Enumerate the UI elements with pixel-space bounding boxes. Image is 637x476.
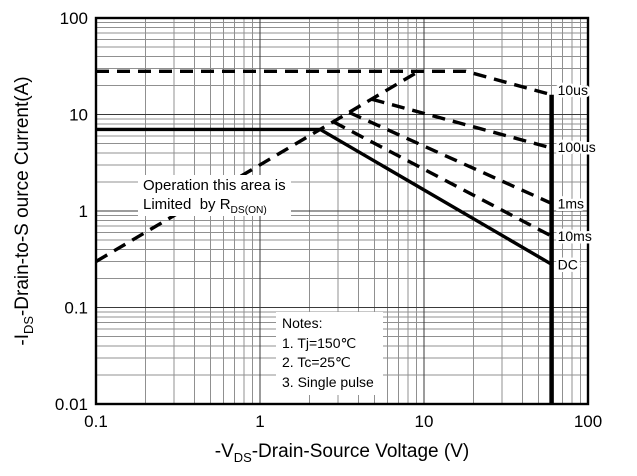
y-tick-label: 10 — [69, 106, 88, 125]
annotation-line-2: Limited by RDS(ON) — [143, 195, 286, 216]
x-axis-title: -VDS-Drain-Source Voltage (V) — [96, 441, 588, 465]
x-axis-title-subscript: DS — [233, 449, 252, 465]
series-label-pulse-1ms: 1ms — [558, 195, 584, 211]
series-rdson-limit — [95, 69, 420, 263]
notes-title: Notes: — [282, 315, 323, 331]
x-tick-label: 0.1 — [84, 412, 108, 431]
annotation-line-1: Operation this area is — [143, 177, 286, 194]
note-item-3: 3. Single pulse — [282, 373, 374, 390]
plot-frame — [94, 16, 590, 406]
annotation-line-2-text: Limited by R — [143, 196, 231, 213]
y-axis-title: -IDS-Drain-to-S ource Current(A) — [12, 11, 36, 411]
series-label-pulse-10ms: 10ms — [558, 228, 592, 244]
series-label-pulse-10us: 10us — [558, 82, 588, 98]
x-axis-title-pre: -V — [214, 441, 234, 462]
note-item-1: 1. Tj=150℃ — [282, 334, 357, 351]
x-tick-label: 1 — [255, 412, 264, 431]
x-tick-label: 10 — [415, 412, 434, 431]
note-item-2: 2. Tc=25℃ — [282, 354, 351, 370]
series-pulse-1ms — [348, 110, 553, 205]
series-pulse-100us — [371, 97, 553, 150]
series-label-pulse-100us: 100us — [558, 139, 596, 155]
rdson-region-annotation: Operation this area is Limited by RDS(ON… — [138, 175, 291, 216]
series-pulse-10us — [96, 69, 553, 97]
y-tick-label: 0.1 — [64, 299, 88, 318]
y-axis-title-post: -Drain-to-S ource Current(A) — [12, 76, 33, 317]
y-tick-label: 0.01 — [55, 395, 88, 414]
y-tick-label: 1 — [79, 202, 88, 221]
x-axis-title-post: -Drain-Source Voltage (V) — [251, 441, 470, 462]
x-tick-label: 100 — [574, 412, 602, 431]
y-axis-title-subscript: DS — [20, 316, 36, 334]
notes-box: Notes: 1. Tj=150℃ 2. Tc=25℃ 3. Single pu… — [276, 312, 383, 395]
series-dc — [96, 127, 553, 266]
annotation-rdson-subscript: DS(ON) — [230, 205, 267, 216]
y-tick-label: 100 — [60, 9, 88, 28]
y-axis-title-pre: -I — [12, 334, 33, 346]
series-label-dc: DC — [558, 256, 578, 272]
